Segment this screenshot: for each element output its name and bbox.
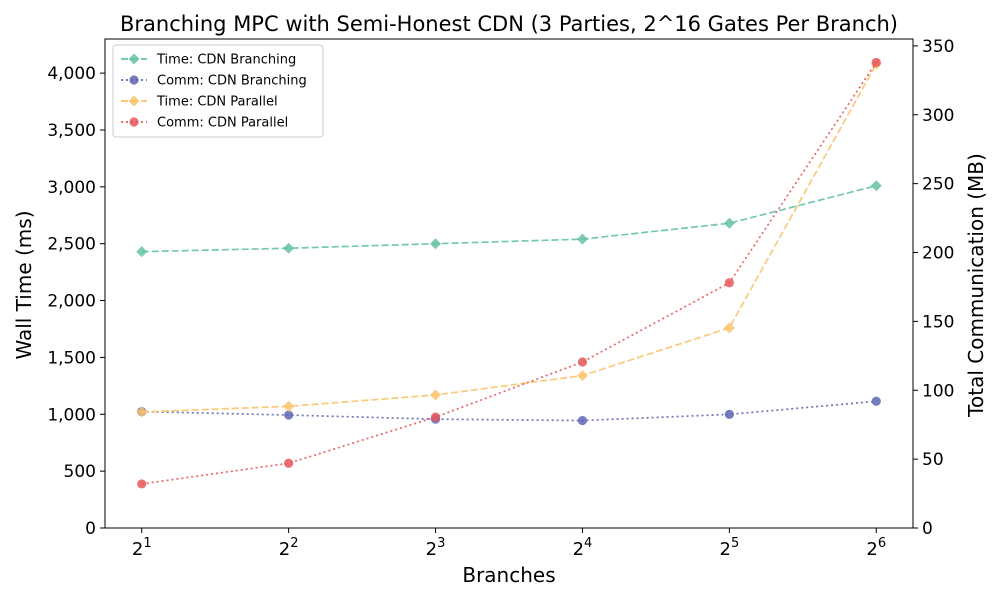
y-tick-right-label: 100 [922,381,954,401]
y-tick-right-label: 300 [922,106,954,126]
y-axis-label-right: Total Communication (MB) [964,153,988,418]
data-point [871,396,881,406]
data-point [136,406,148,418]
data-point [430,412,441,422]
legend-marker [128,53,140,65]
y-tick-left-label: 0 [85,519,96,539]
series-line [141,61,877,485]
x-tick-label: 26 [866,536,886,560]
y-tick-right-label: 200 [922,244,954,264]
y-tick-right-label: 0 [922,519,933,539]
legend-marker [129,117,139,127]
data-point [723,217,735,229]
legend-label: Comm: CDN Branching [157,74,307,89]
x-axis-label: Branches [462,563,555,587]
y-tick-left-label: 2,500 [47,235,96,255]
y-tick-left-label: 500 [64,462,96,482]
data-point [430,389,442,401]
data-point [284,458,294,468]
series-line [141,63,878,413]
x-tick-label: 25 [719,536,739,560]
x-tick-label: 24 [573,536,593,560]
plot-area: 0 500 1,000 1,500 2,000 2,500 3,000 3,500 4,000 0… [47,37,954,560]
data-point [870,180,882,192]
x-tick-label: 23 [426,536,446,560]
y-tick-right-label: 250 [922,175,954,195]
plot-frame [104,38,914,529]
x-tick-label: 22 [279,536,299,560]
legend-label: Time: CDN Parallel [156,95,278,110]
data-point [283,242,295,254]
chart-title: Branching MPC with Semi-Honest CDN (3 Pa… [120,12,898,36]
x-tick-label: 21 [132,536,152,560]
series-line [141,400,877,422]
data-point [724,409,734,419]
y-tick-right-label: 50 [922,450,944,470]
legend-label: Comm: CDN Parallel [157,116,288,131]
data-point [576,233,588,245]
legend: Time: CDN Branching Comm: CDN Branching Ti… [112,44,324,138]
legend-box [112,44,324,138]
data-point [283,400,295,412]
data-point [724,278,734,288]
y-tick-right-label: 350 [922,37,954,57]
data-point [871,57,881,68]
data-point [576,370,588,382]
y-tick-left-label: 3,000 [47,178,96,198]
y-tick-right-label: 150 [922,312,954,332]
data-point [284,410,294,420]
y-tick-left-label: 4,000 [47,64,96,84]
data-point [577,415,588,426]
legend-label: Time: CDN Branching [156,53,296,68]
data-point [430,238,442,250]
data-point [136,246,148,258]
y-tick-left-label: 1,500 [47,348,96,368]
data-point [137,479,147,489]
y-tick-left-label: 3,500 [47,121,96,141]
y-tick-left-label: 1,000 [47,405,96,425]
y-tick-left-label: 2,000 [47,292,96,312]
series-line [141,184,877,253]
data-point [723,322,735,334]
legend-marker [128,95,140,107]
legend-marker [129,75,139,85]
y-axis-label-left: Wall Time (ms) [12,210,36,359]
data-point [577,357,588,367]
